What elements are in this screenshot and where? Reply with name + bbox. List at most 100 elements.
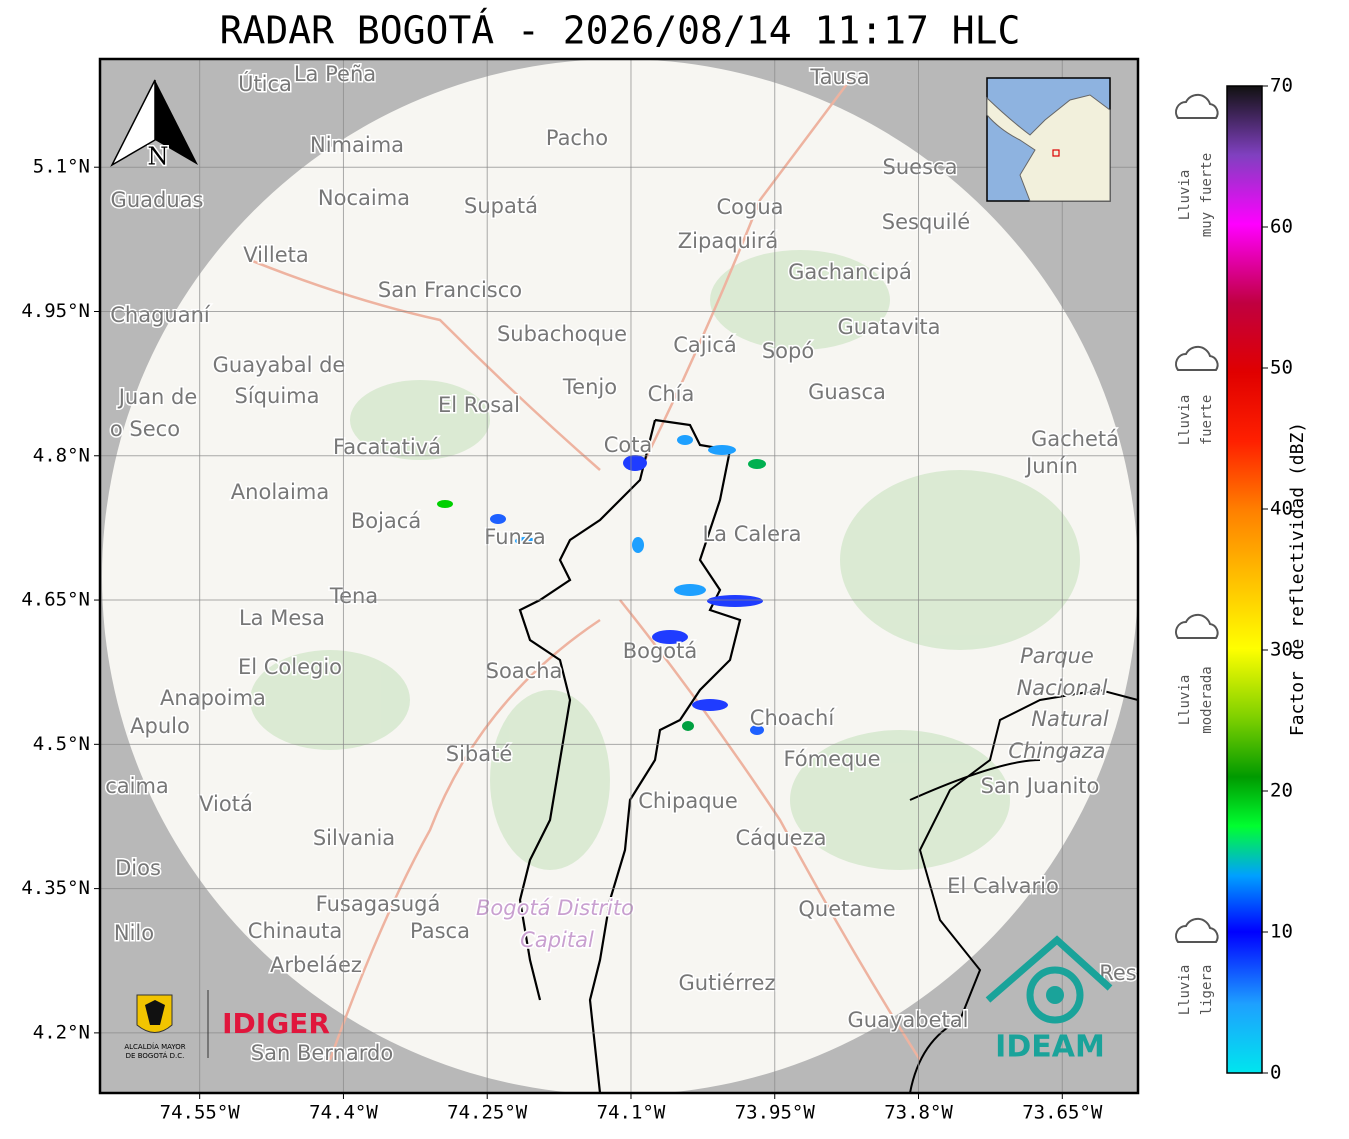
alcaldia-line: DE BOGOTÁ D.C. bbox=[126, 1051, 185, 1060]
weather-icon bbox=[1175, 93, 1219, 119]
place-label: Subachoque bbox=[497, 322, 627, 346]
rain-class-label: muy fuerte bbox=[1199, 153, 1215, 237]
place-label: Guatavita bbox=[838, 315, 941, 339]
place-label: Capital bbox=[520, 928, 594, 952]
vegetation bbox=[250, 250, 1080, 870]
place-label: Natural bbox=[1031, 707, 1109, 731]
place-label: Sopó bbox=[762, 339, 814, 363]
place-label: Bogotá bbox=[623, 639, 698, 663]
place-label: Chía bbox=[648, 382, 695, 406]
colorbar-ticks: 0 10 20 30 40 50 60 70 bbox=[1262, 75, 1293, 1084]
department-boundary bbox=[909, 688, 1138, 1093]
north-label: N bbox=[148, 143, 169, 171]
roads bbox=[249, 79, 922, 1061]
colorbar-tick-label: 70 bbox=[1270, 75, 1293, 97]
place-label: La Calera bbox=[702, 522, 801, 546]
colorbar-tick-label: 30 bbox=[1270, 639, 1293, 661]
y-tick-label: 4.5°N bbox=[33, 733, 90, 755]
rain-class-label: moderada bbox=[1199, 666, 1215, 733]
colorbar-tick-label: 50 bbox=[1270, 357, 1293, 379]
colorbar-tick-label: 10 bbox=[1270, 921, 1293, 943]
place-label: La Mesa bbox=[239, 606, 325, 630]
place-label: La Peña bbox=[294, 62, 376, 86]
colorbar-tick-label: 40 bbox=[1270, 498, 1293, 520]
rain-class-label: Lluvia bbox=[1177, 675, 1193, 726]
place-label: San Juanito bbox=[981, 774, 1100, 798]
place-label: Parque bbox=[1020, 644, 1094, 668]
rain-class-label: Lluvia bbox=[1177, 170, 1193, 221]
place-label: Guasca bbox=[808, 380, 886, 404]
place-label: Anapoima bbox=[160, 686, 266, 710]
rain-class-label: fuerte bbox=[1199, 395, 1215, 446]
map-frame bbox=[98, 57, 1140, 1095]
place-label: Zipaquirá bbox=[678, 229, 778, 253]
place-label: Gachetá bbox=[1031, 427, 1119, 451]
place-label: Tausa bbox=[809, 65, 869, 89]
place-label: Nocaima bbox=[318, 186, 410, 210]
place-label: Cajicá bbox=[673, 333, 737, 357]
x-tick-label: 74.1°W bbox=[597, 1102, 666, 1124]
place-label: Pasca bbox=[410, 919, 470, 943]
place-label: Cáqueza bbox=[736, 826, 827, 850]
y-tick-label: 4.8°N bbox=[33, 444, 90, 466]
y-tick-label: 4.65°N bbox=[21, 589, 90, 611]
colorbar-label: Factor de reflectividad (dBZ) bbox=[1287, 422, 1308, 736]
x-tick-label: 74.4°W bbox=[309, 1102, 378, 1124]
place-label: o Seco bbox=[110, 417, 180, 441]
colorbar-tick-label: 60 bbox=[1270, 216, 1293, 238]
place-label: Villeta bbox=[243, 243, 308, 267]
place-label: Cogua bbox=[716, 195, 783, 219]
place-label: caima bbox=[105, 774, 169, 798]
place-label: Pacho bbox=[546, 126, 608, 150]
place-label: Junín bbox=[1024, 454, 1078, 478]
place-label: Funza bbox=[484, 525, 545, 549]
place-label: Gutiérrez bbox=[679, 971, 776, 995]
map: Útica La Peña Tausa Pacho Nimaima Guaduas Noca… bbox=[100, 59, 1138, 1093]
place-label: Supatá bbox=[464, 194, 538, 218]
alcaldia-line: ALCALDÍA MAYOR bbox=[124, 1042, 185, 1051]
x-tick-label: 73.95°W bbox=[735, 1102, 816, 1124]
place-label: Chingaza bbox=[1008, 739, 1105, 763]
place-label: Fusagasugá bbox=[316, 892, 441, 916]
place-label: Útica bbox=[238, 71, 292, 96]
radar-echoes bbox=[437, 435, 766, 735]
rain-classes: Lluvia muy fuerte Lluvia fuerte Lluvia modera… bbox=[1175, 93, 1219, 1016]
place-label: Fómeque bbox=[783, 747, 880, 771]
place-label: Nilo bbox=[114, 921, 154, 945]
idiger-logo: IDIGER bbox=[222, 1007, 330, 1040]
place-label: Choachí bbox=[750, 706, 836, 730]
place-label: Soacha bbox=[486, 659, 563, 683]
place-label: Cota bbox=[604, 433, 653, 457]
place-label: El Rosal bbox=[438, 393, 520, 417]
inset-map bbox=[986, 77, 1111, 202]
place-label: Nimaima bbox=[310, 133, 404, 157]
district-boundary bbox=[518, 418, 742, 1093]
place-label: Bogotá Distrito bbox=[476, 896, 634, 920]
place-label: Chipaque bbox=[638, 789, 738, 813]
place-label: San Bernardo bbox=[251, 1041, 393, 1065]
weather-icon bbox=[1175, 345, 1219, 371]
colorbar-tick-label: 0 bbox=[1270, 1062, 1281, 1084]
place-label: Sibaté bbox=[446, 742, 513, 766]
place-label: Apulo bbox=[130, 714, 190, 738]
y-tick-label: 5.1°N bbox=[33, 156, 90, 178]
colorbar-tick-label: 20 bbox=[1270, 780, 1293, 802]
place-label: San Francisco bbox=[378, 278, 522, 302]
place-label: Juan de bbox=[117, 385, 198, 409]
place-label: Tenjo bbox=[562, 375, 617, 399]
place-label: El Calvario bbox=[947, 874, 1059, 898]
axes: 74.55°W 74.4°W 74.25°W 74.1°W 73.95°W 73.8°W 7… bbox=[21, 156, 1103, 1124]
place-label: Tena bbox=[329, 584, 378, 608]
alcaldia-logo: ALCALDÍA MAYOR DE BOGOTÁ D.C. IDIGER bbox=[124, 990, 330, 1060]
weather-icon bbox=[1175, 613, 1219, 639]
place-label: El Colegio bbox=[238, 655, 342, 679]
place-label: Chaguaní bbox=[110, 303, 211, 327]
place-labels: Útica La Peña Tausa Pacho Nimaima Guaduas Noca… bbox=[104, 61, 1138, 1067]
weather-icon bbox=[1175, 917, 1219, 943]
title: RADAR BOGOTÁ - 2026/08/14 11:17 HLC bbox=[220, 9, 1021, 53]
x-tick-label: 73.65°W bbox=[1022, 1102, 1103, 1124]
place-label: Viotá bbox=[199, 792, 253, 816]
place-label: Dios bbox=[115, 856, 161, 880]
y-tick-label: 4.95°N bbox=[21, 300, 90, 322]
rain-class-label: Lluvia bbox=[1177, 965, 1193, 1016]
